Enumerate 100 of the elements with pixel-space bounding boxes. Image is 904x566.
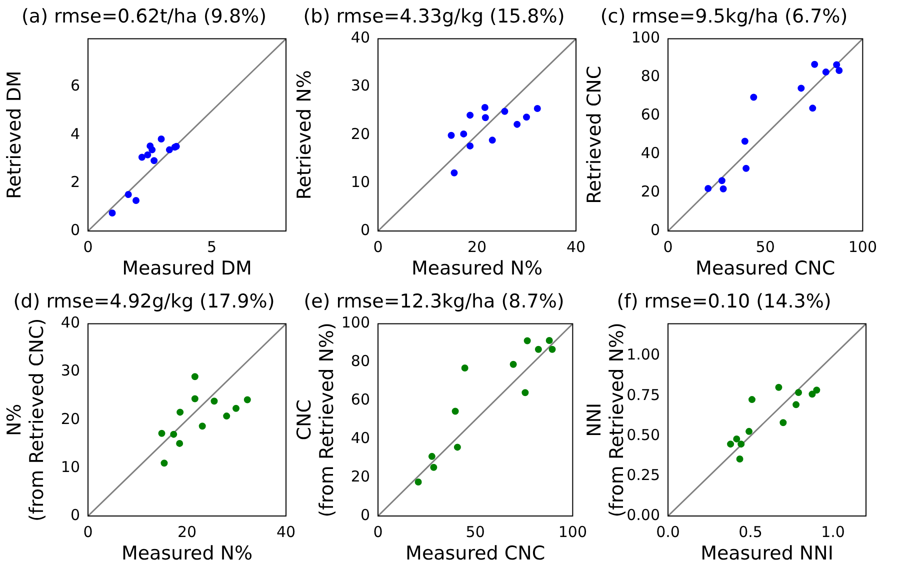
x-axis-title: Measured CNC: [406, 542, 546, 565]
y-tick-label: 40: [350, 28, 370, 47]
x-tick-label: 0: [663, 238, 673, 256]
point: [244, 396, 251, 404]
point: [481, 104, 488, 112]
x-tick-label: 1.0: [821, 522, 845, 541]
point: [738, 440, 745, 448]
y-axis-title: NNI (from Retrieved N%): [583, 322, 628, 518]
y-tick-label: 4: [70, 124, 80, 143]
point: [148, 146, 156, 154]
point: [488, 136, 496, 144]
x-tick-label: 40: [566, 238, 586, 256]
point: [718, 177, 726, 184]
y-axis-title: Retrieved DM: [3, 70, 26, 200]
x-tick-label: 0.0: [656, 522, 680, 541]
point: [704, 185, 712, 192]
x-tick-label: 5: [206, 238, 217, 256]
point: [210, 398, 218, 405]
point: [808, 390, 816, 398]
y-tick-label: 6: [70, 76, 80, 95]
point: [836, 67, 843, 74]
chart-title: (a) rmse=0.62t/ha (9.8%): [22, 5, 266, 28]
y-tick-label: 100: [341, 314, 370, 332]
y-tick-label: 100: [631, 28, 660, 47]
point: [198, 422, 206, 430]
x-tick-label: 0: [373, 238, 383, 256]
y-tick-label: 0.50: [626, 426, 660, 444]
x-tick-label: 0: [83, 238, 93, 256]
point: [809, 104, 816, 112]
point: [430, 464, 438, 471]
chart-title: (b) rmse=4.33g/kg (15.8%): [303, 5, 565, 28]
x-axis-title: Measured DM: [122, 258, 252, 280]
point: [176, 440, 184, 447]
point: [501, 108, 508, 115]
point: [158, 135, 165, 142]
y-tick-label: 40: [350, 429, 370, 448]
y-tick-label: 20: [350, 124, 370, 143]
y-tick-label: 2: [70, 172, 80, 191]
y-tick-label: 0.25: [626, 466, 660, 484]
y-tick-label: 80: [350, 352, 370, 370]
chart-title: (f) rmse=0.10 (14.3%): [616, 290, 832, 312]
x-tick-label: 0: [373, 522, 383, 541]
point: [466, 142, 474, 150]
point: [736, 455, 744, 462]
y-tick-label: 1.00: [626, 346, 660, 364]
point: [775, 384, 782, 391]
point: [428, 452, 436, 460]
point: [223, 412, 230, 420]
y-axis-title: Retrieved CNC: [583, 66, 606, 204]
point: [510, 360, 517, 368]
x-tick-label: 0.5: [738, 522, 762, 541]
point: [546, 337, 553, 344]
point: [746, 428, 753, 435]
y-axis-title: Retrieved N%: [293, 70, 316, 200]
point: [144, 151, 152, 158]
y-tick-label: 40: [60, 314, 80, 332]
point: [524, 337, 531, 344]
point: [813, 386, 820, 394]
point: [534, 346, 542, 353]
point: [466, 112, 474, 119]
x-tick-label: 50: [756, 238, 775, 256]
y-tick-label: 0: [360, 220, 370, 239]
y-tick-label: 20: [640, 182, 660, 200]
y-tick-label: 0: [70, 506, 80, 524]
point: [798, 84, 805, 92]
point: [792, 401, 800, 408]
y-tick-label: 30: [350, 76, 370, 95]
point: [748, 396, 756, 404]
point: [138, 154, 146, 161]
point: [720, 185, 727, 192]
x-tick-label: 20: [177, 522, 197, 541]
y-tick-label: 20: [60, 410, 80, 428]
x-tick-label: 20: [467, 238, 487, 256]
x-axis-title: Measured CNC: [696, 258, 836, 280]
y-tick-label: 10: [350, 172, 370, 191]
point: [170, 430, 178, 438]
y-tick-label: 80: [640, 67, 660, 86]
point: [733, 435, 740, 442]
point: [176, 408, 184, 416]
point: [414, 478, 422, 486]
y-tick-label: 30: [60, 362, 80, 380]
x-axis-title: Measured N%: [121, 542, 253, 565]
point: [795, 389, 802, 396]
point: [833, 61, 840, 68]
point: [166, 146, 173, 154]
y-tick-label: 10: [60, 458, 80, 476]
y-tick-label: 40: [640, 144, 660, 162]
y-tick-label: 60: [350, 390, 370, 409]
point: [742, 164, 750, 172]
y-axis-title: N% (from Retrieved CNC): [3, 318, 48, 522]
point: [448, 132, 455, 139]
point: [454, 444, 461, 451]
y-tick-label: 0.00: [626, 506, 660, 524]
point: [460, 130, 468, 138]
point: [132, 196, 140, 204]
point: [452, 408, 459, 415]
point: [160, 460, 168, 467]
x-tick-label: 0: [83, 522, 93, 541]
point: [780, 419, 787, 426]
y-tick-label: 0: [70, 220, 80, 239]
